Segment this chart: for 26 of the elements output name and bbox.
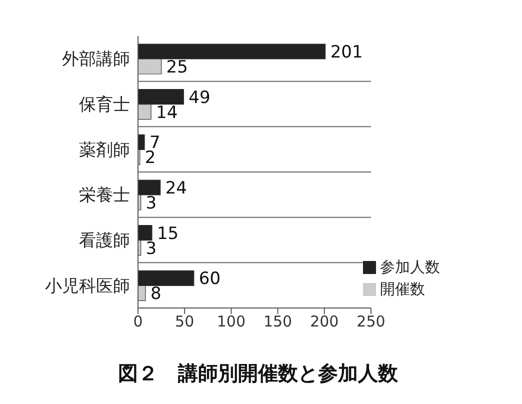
data-label: 15 [156,224,179,244]
data-label: 8 [150,284,162,304]
data-label: 60 [198,269,221,290]
legend-label: 開催数 [380,280,425,298]
x-tick-label: 0 [133,312,143,331]
y-tick-label: 看護師 [79,231,130,252]
text: 図２ 講師別開催数と参加人数 [117,360,399,387]
y-tick-label: 小児科医師 [45,276,130,296]
data-label: 25 [166,58,188,78]
x-tick-label: 250 [356,312,386,331]
y-tick-label: 外部講師 [62,50,130,70]
data-label: 14 [156,102,178,123]
x-tick-label: 100 [216,312,246,331]
x-tick-label: 50 [175,312,194,331]
data-label: 24 [165,178,188,199]
data-label: 49 [188,88,210,108]
x-tick-label: 200 [310,312,339,331]
data-label: 201 [330,42,363,63]
data-label: 3 [146,238,157,259]
y-tick-label: 保育士 [79,95,130,116]
legend-label: 参加人数 [380,258,440,276]
data-label: 2 [144,148,156,168]
y-tick-label: 薬剤師 [79,140,130,160]
data-label: 3 [146,194,157,214]
x-tick-label: 150 [263,312,292,331]
y-tick-label: 栄養士 [79,186,130,206]
